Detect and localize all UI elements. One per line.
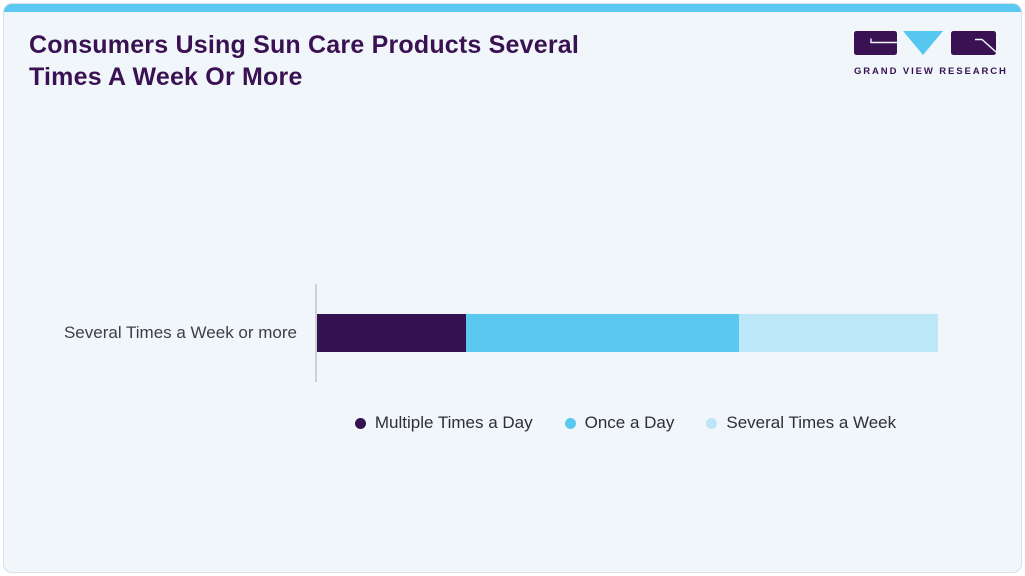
stacked-bar-chart: Several Times a Week or more: [4, 284, 938, 382]
legend-dot-once-a-day: [564, 417, 576, 429]
legend-dot-multiple-times-a-day: [354, 417, 366, 429]
legend-item-multiple-times-a-day: Multiple Times a Day: [354, 413, 533, 433]
chart-header: Consumers Using Sun Care Products Severa…: [29, 29, 1008, 93]
title-line-2: Times A Week Or More: [29, 63, 303, 91]
bar-segment-several-times-a-week: [739, 314, 938, 352]
chart-legend: Multiple Times a Day Once a Day Several Ti…: [315, 413, 936, 433]
gvr-logo-icon: [854, 31, 997, 55]
y-axis-line: [315, 284, 317, 382]
legend-dot-several-times-a-week: [706, 417, 718, 429]
legend-label: Multiple Times a Day: [374, 413, 533, 432]
top-accent-bar: [4, 4, 1021, 12]
title-line-1: Consumers Using Sun Care Products Severa…: [29, 31, 580, 59]
legend-item-once-a-day: Once a Day: [564, 413, 675, 433]
page-title: Consumers Using Sun Care Products Severa…: [29, 29, 579, 93]
gvr-logo: GRAND VIEW RESEARCH: [854, 31, 1008, 77]
legend-label: Once a Day: [584, 413, 675, 432]
stacked-bar: [317, 314, 938, 352]
category-label: Several Times a Week or more: [63, 323, 297, 342]
legend-label: Several Times a Week: [726, 413, 897, 432]
bar-segment-once-a-day: [466, 314, 740, 352]
legend-item-several-times-a-week: Several Times a Week: [706, 413, 896, 433]
bar-segment-multiple-times-a-day: [317, 314, 467, 352]
gvr-logo-text: GRAND VIEW RESEARCH: [854, 66, 1008, 77]
chart-card: Consumers Using Sun Care Products Severa…: [3, 3, 1022, 573]
